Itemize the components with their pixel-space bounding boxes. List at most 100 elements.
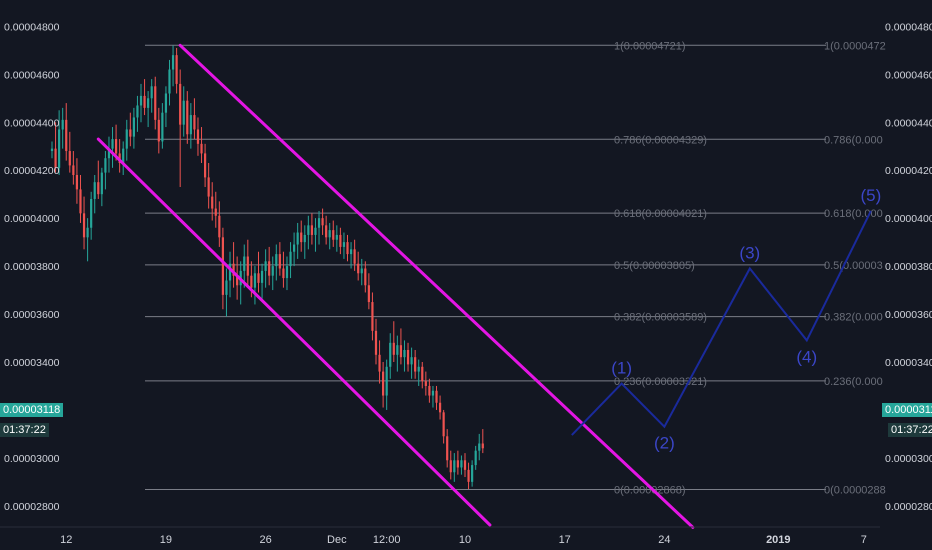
candle-body <box>68 151 71 166</box>
candle-body <box>264 261 267 271</box>
price-axis-right[interactable]: 0.00004800 0.00004600 0.00004400 0.00004200… <box>885 21 932 512</box>
candle-body <box>175 55 178 84</box>
wave-label: (2) <box>654 434 675 453</box>
candle-body <box>168 69 171 94</box>
fib-level-label: 0.382(0.00003589) <box>614 312 707 324</box>
fib-level-label-right: 0(0.0000288 <box>824 485 886 497</box>
price-tick-label: 0.00004400 <box>885 117 932 129</box>
candle-body <box>481 443 484 449</box>
candle-body <box>72 165 75 175</box>
candle-body <box>150 86 153 99</box>
channel-line <box>96 137 492 527</box>
candle-body <box>93 182 96 199</box>
price-tick-label: 0.00004600 <box>885 69 932 81</box>
candle-body <box>236 275 239 286</box>
price-axis-left[interactable]: 0.00004800 0.00004600 0.00004400 0.00004200… <box>4 21 60 512</box>
candle-body <box>285 266 289 279</box>
candle-body <box>97 182 100 195</box>
candle-body <box>82 213 86 238</box>
price-tick-label: 0.00003800 <box>885 261 932 273</box>
candle-body <box>107 148 111 159</box>
candle-body <box>414 357 417 372</box>
wave-label: (1) <box>611 359 632 378</box>
last-price-tag-left: 0.00003118 <box>0 403 64 417</box>
candle-body <box>207 177 210 197</box>
candle-body <box>86 227 89 238</box>
candle-body <box>303 234 306 243</box>
candle-body <box>271 266 274 276</box>
price-tick-label: 0.00002800 <box>885 501 932 513</box>
time-axis[interactable]: 12 19 26 Dec 12:00 10 17 24 2019 7 <box>0 526 880 546</box>
candle-body <box>382 371 385 396</box>
price-tick-label: 0.00003800 <box>4 261 60 273</box>
price-tick-label: 0.00003400 <box>885 357 932 369</box>
wave-label: (3) <box>739 243 760 262</box>
candle-body <box>253 273 257 288</box>
candle-body <box>161 112 164 142</box>
candle-body <box>332 230 335 240</box>
candle-body <box>58 129 61 168</box>
fib-level-label-right: 0.618(0.000 <box>824 208 883 220</box>
fib-level-label-right: 0.786(0.000 <box>824 134 883 146</box>
fib-level-label-right: 0.236(0.000 <box>824 376 883 388</box>
candle-body <box>257 273 260 283</box>
candle-body <box>449 460 452 473</box>
candle-body <box>65 119 68 152</box>
candle-body <box>471 465 474 482</box>
time-tick-label: 17 <box>559 534 571 546</box>
candle-body <box>339 234 342 247</box>
fib-retracement[interactable]: 1(0.00004721) 1(0.0000472 0.786(0.00004329… <box>145 40 886 497</box>
candle-body <box>399 345 403 358</box>
candle-body <box>406 350 410 365</box>
candle-body <box>456 460 459 468</box>
candle-body <box>228 263 232 281</box>
candle-body <box>243 256 246 271</box>
candle-body <box>282 268 285 279</box>
candle-body <box>90 198 93 228</box>
candle-body <box>193 115 196 130</box>
price-tick-label: 0.00003600 <box>885 309 932 321</box>
candle-body <box>122 148 125 164</box>
price-tick-label: 0.00004800 <box>885 21 932 33</box>
candle-body <box>360 268 363 274</box>
candle-body <box>104 158 107 173</box>
candle-body <box>132 117 135 137</box>
candle-body <box>54 148 57 168</box>
price-tick-label: 0.00004200 <box>885 165 932 177</box>
candle-body <box>467 469 470 482</box>
candle-body <box>310 225 314 235</box>
price-tick-label: 0.00003600 <box>4 309 60 321</box>
candle-body <box>424 381 427 386</box>
candle-body <box>474 450 477 466</box>
time-tick-label: 24 <box>658 534 670 546</box>
candle-body <box>374 330 378 355</box>
candle-body <box>278 254 281 269</box>
candle-body <box>50 148 54 152</box>
candle-body <box>314 227 317 235</box>
elliott-wave[interactable]: (1) (2) (3) (4) (5) <box>571 186 881 453</box>
time-tick-label: 10 <box>459 534 471 546</box>
candle-body <box>335 234 338 240</box>
candle-body <box>75 175 79 190</box>
channel-lines[interactable] <box>96 43 695 529</box>
candle-body <box>453 460 456 473</box>
candle-body <box>157 119 160 142</box>
price-tick-label: 0.00003400 <box>4 357 60 369</box>
candle-body <box>438 402 442 413</box>
candle-body <box>385 366 388 396</box>
candle-body <box>100 172 103 195</box>
candle-body <box>463 460 467 470</box>
candle-body <box>446 436 449 461</box>
candle-body <box>189 115 192 135</box>
candle-body <box>147 98 150 108</box>
candle-body <box>136 105 139 118</box>
candle-body <box>79 189 82 214</box>
candle-body <box>61 119 64 130</box>
candle-body <box>129 129 132 137</box>
candle-body <box>200 143 203 154</box>
candle-body <box>260 270 264 283</box>
fib-level-label-right: 1(0.0000472 <box>824 40 886 52</box>
fib-level-label: 0.786(0.00004329) <box>614 134 707 146</box>
fib-level-label: 1(0.00004721) <box>614 40 686 52</box>
